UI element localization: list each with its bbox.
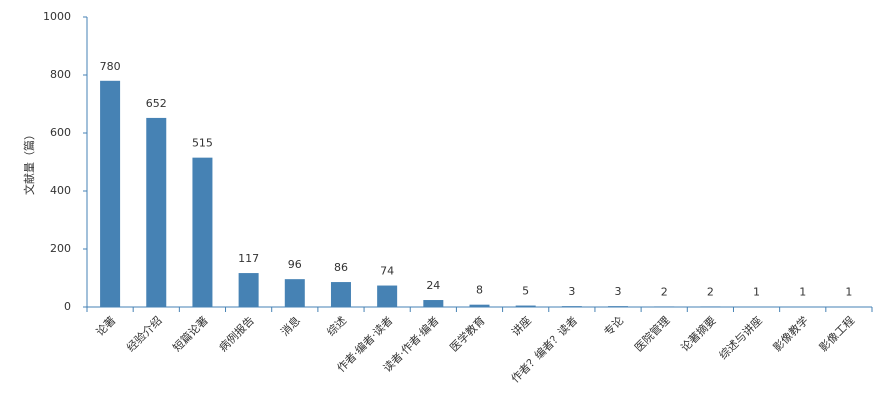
x-tick-label: 影像工程 — [817, 314, 857, 354]
x-tick-label: 综述与讲座 — [716, 313, 765, 362]
bar — [700, 306, 721, 307]
bar — [469, 304, 490, 307]
data-label: 74 — [380, 265, 394, 278]
x-tick-label: 论著摘要 — [678, 313, 719, 354]
bar — [284, 279, 305, 307]
data-label: 117 — [238, 252, 259, 265]
y-tick-label: 0 — [64, 300, 71, 313]
data-label: 2 — [661, 285, 668, 298]
bar — [238, 273, 259, 307]
x-tick-label: 短篇论著 — [170, 313, 211, 354]
x-tick-label: 消息 — [278, 313, 303, 338]
data-label: 86 — [334, 261, 348, 274]
data-label: 1 — [845, 286, 852, 299]
x-tick-label: 综述 — [324, 313, 349, 338]
x-tick-label: 论著 — [93, 313, 118, 338]
y-tick-label: 1000 — [43, 10, 71, 23]
data-label: 515 — [192, 137, 213, 150]
bar — [192, 157, 213, 307]
x-tick-label: 经验介绍 — [123, 313, 164, 354]
bar — [608, 306, 629, 307]
data-label: 3 — [568, 285, 575, 298]
x-tick-label: 讲座 — [508, 313, 533, 338]
bar — [330, 282, 351, 307]
x-tick-label: 影像教学 — [770, 313, 811, 354]
y-tick-label: 200 — [50, 242, 71, 255]
bar — [377, 285, 398, 307]
y-tick-label: 800 — [50, 68, 71, 81]
y-tick-label: 600 — [50, 126, 71, 139]
bar — [146, 117, 167, 307]
data-label: 1 — [799, 286, 806, 299]
x-tick-label: 病例报告 — [216, 313, 257, 354]
data-label: 780 — [100, 60, 121, 73]
data-label: 2 — [707, 285, 714, 298]
data-label: 8 — [476, 284, 483, 297]
data-label: 96 — [288, 258, 302, 271]
bar — [100, 80, 121, 307]
bar — [423, 300, 444, 307]
x-tick-label: 专论 — [601, 313, 626, 338]
data-label: 3 — [615, 285, 622, 298]
y-axis-label: 文献量（篇） — [22, 129, 36, 195]
bar — [561, 306, 582, 307]
x-tick-label: 医学教育 — [447, 313, 488, 354]
data-label: 1 — [753, 286, 760, 299]
y-tick-label: 400 — [50, 184, 71, 197]
data-label: 652 — [146, 97, 167, 110]
x-tick-label: 医院管理 — [631, 313, 672, 354]
data-label: 5 — [522, 285, 529, 298]
bar — [515, 305, 536, 307]
bar — [654, 306, 675, 307]
data-label: 24 — [426, 279, 440, 292]
